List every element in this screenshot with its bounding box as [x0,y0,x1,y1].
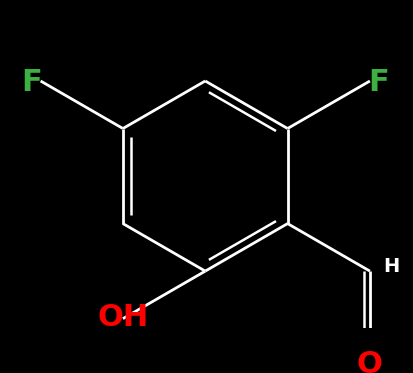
Text: O: O [356,350,382,373]
Text: F: F [368,68,388,97]
Text: H: H [382,257,399,276]
Text: F: F [21,68,42,97]
Text: OH: OH [97,303,148,332]
